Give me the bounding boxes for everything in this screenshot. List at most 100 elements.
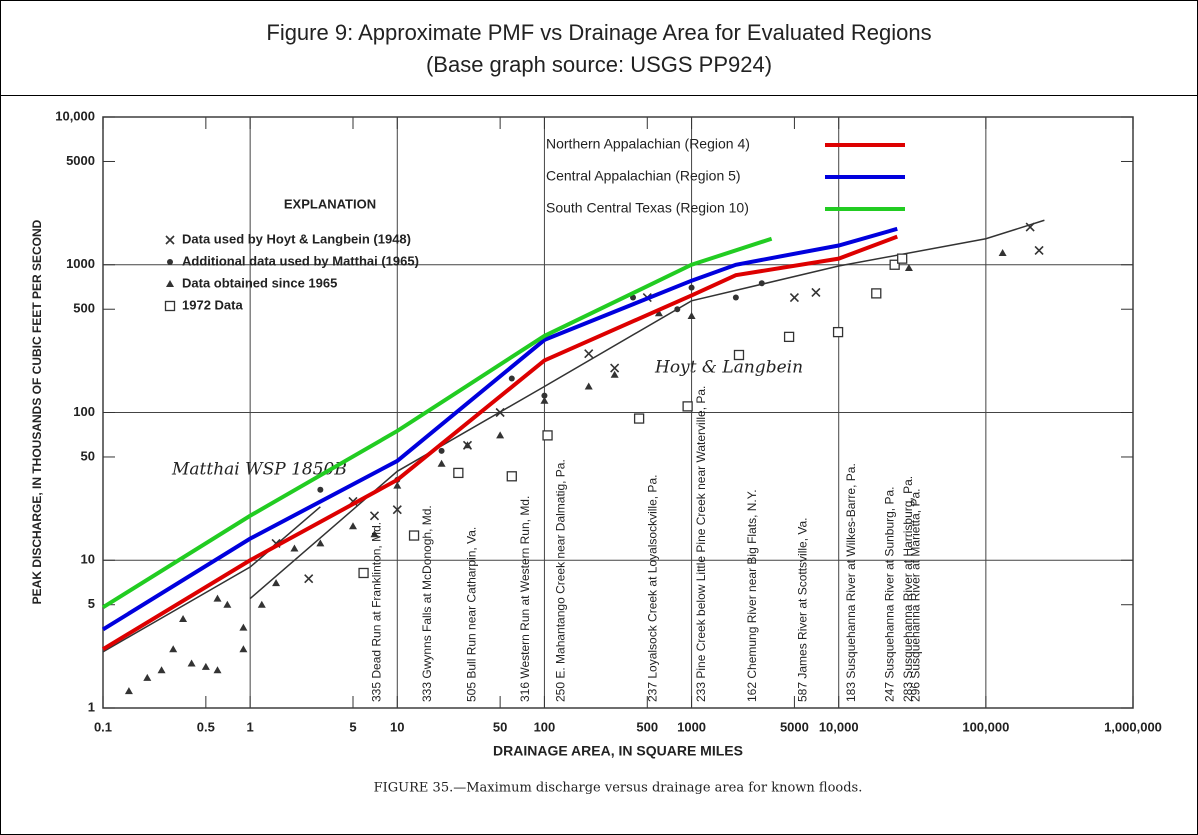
annotation: Matthai WSP 1850B [171,460,347,480]
triangle-marker [610,370,619,378]
station-label: 283 Susquehanna River at Harrisburg, Pa. [901,476,915,702]
x-tick-label: 5 [349,719,356,734]
x-marker-stroke [789,292,799,303]
y-tick-label: 5 [88,596,95,611]
legend-title: EXPLANATION [284,196,376,211]
legend-label: Northern Appalachian (Region 4) [546,136,750,152]
y-tick-label: 10,000 [55,108,95,123]
x-tick-label: 100,000 [962,719,1009,734]
square-marker [682,401,693,412]
station-label: 316 Western Run at Western Run, Md. [518,496,532,702]
x-marker-stroke [610,363,620,373]
x-marker [165,235,175,245]
square-marker [832,326,844,338]
triangle-marker [239,645,248,653]
triangle-marker [169,645,178,653]
dot-marker [508,375,515,382]
x-tick-label: 1 [247,719,254,734]
x-tick-label: 0.1 [94,719,112,734]
triangle-marker [540,396,549,404]
y-tick-label: 5000 [66,153,95,168]
caption: FIGURE 35.—Maximum discharge versus drai… [374,781,863,796]
x-tick-label: 500 [636,719,658,734]
x-tick-label: 100 [534,719,556,734]
square-marker [733,349,745,361]
triangle-marker [654,309,663,317]
triangle-marker [437,459,446,467]
line [101,236,773,610]
x-marker-stroke [811,287,821,297]
legend-label: Data obtained since 1965 [182,275,337,290]
x-tick-label: 1,000,000 [1104,719,1162,734]
triangle-marker [316,539,325,547]
square-marker [889,259,900,270]
square-marker [358,567,369,579]
x-marker-stroke [392,505,402,515]
x-marker [495,407,505,418]
triangle-marker [998,249,1007,257]
triangle-marker [179,615,188,623]
dot-marker [541,392,548,399]
square-marker [542,430,553,441]
x-tick-label: 5000 [780,719,809,734]
line [101,226,898,632]
dot-marker [167,259,173,265]
triangle-marker [584,382,593,390]
dot-marker [732,294,739,301]
triangle-marker [213,666,222,674]
x-tick-label: 1000 [677,719,706,734]
triangle-marker [348,522,357,530]
x-marker [1025,222,1035,232]
station-label: 333 Gwynns Falls at McDonogh, Md. [420,505,434,702]
line [249,219,1045,600]
y-tick-label: 500 [73,301,95,316]
x-marker [610,363,620,373]
station-label: 335 Dead Run at Franklinton, Md. [370,522,384,702]
triangle-marker [257,600,266,608]
x-tick-label: 10 [390,719,404,734]
square-marker [633,413,645,424]
y-tick-label: 50 [81,448,95,463]
x-tick-label: 10,000 [819,719,859,734]
dot-marker [674,306,681,313]
station-label: 587 James River at Scottsville, Va. [795,517,809,702]
dot-marker [317,486,324,493]
triangle-marker [143,673,152,681]
dot-marker [630,294,637,301]
triangle-marker [370,530,379,538]
triangle-marker [290,544,299,552]
square-marker [783,331,795,343]
legend-label: Data used by Hoyt & Langbein (1948) [182,231,411,246]
triangle-marker [124,687,133,695]
dot-marker [758,280,765,287]
x-tick-label: 0.5 [197,719,215,734]
triangle-marker [904,264,913,272]
triangle-marker [239,623,248,631]
triangle-marker [223,600,232,608]
square-marker [453,467,464,479]
y-tick-label: 100 [73,404,95,419]
line [102,506,321,653]
triangle-marker [687,311,696,319]
x-marker [1034,245,1044,255]
y-axis-label: PEAK DISCHARGE, IN THOUSANDS OF CUBIC FE… [30,219,44,604]
station-label: 162 Chemung River near Big Flats, N.Y. [745,489,759,702]
x-tick-label: 50 [493,719,507,734]
x-marker [811,287,821,297]
x-marker [789,292,799,303]
triangle-marker [166,280,174,287]
triangle-marker [463,441,472,449]
square-marker [164,300,176,312]
triangle-marker [187,659,196,667]
x-marker [304,574,314,584]
x-marker-stroke [584,349,594,359]
legend-label: South Central Texas (Region 10) [546,200,749,216]
x-marker-stroke [495,407,505,418]
x-marker-stroke [1034,245,1044,255]
x-marker-stroke [304,574,314,584]
station-label: 250 E. Mahantango Creek near Dalmatig, P… [554,459,568,702]
square-marker [897,253,908,264]
dot-marker [688,284,695,291]
station-label: 237 Loyalsock Creek at Loyalsockville, P… [645,475,659,702]
